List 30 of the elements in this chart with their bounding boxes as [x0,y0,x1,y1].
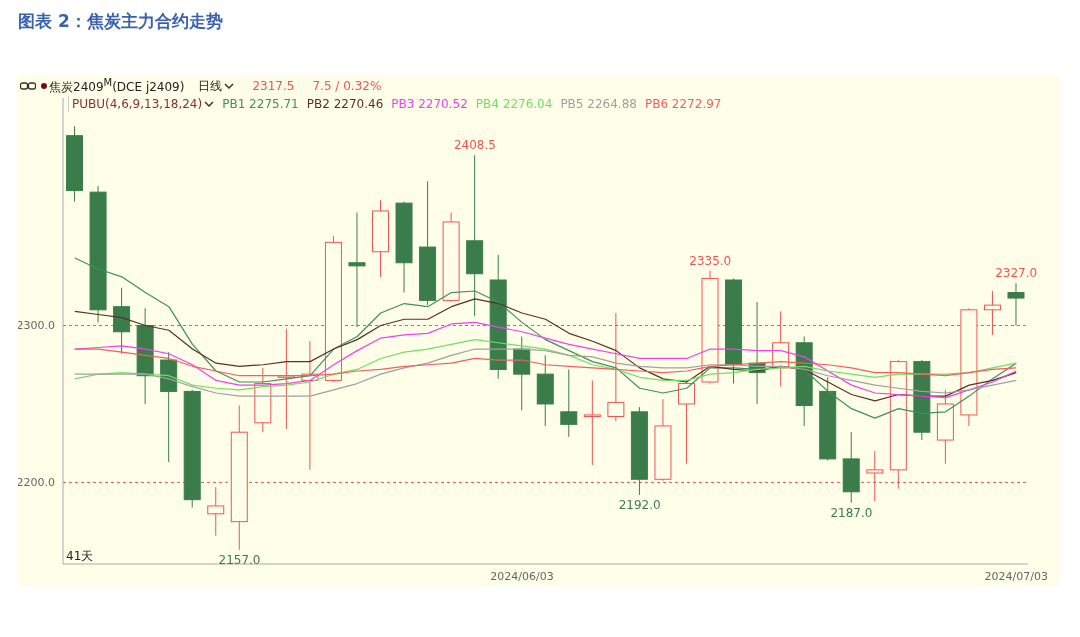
line-series [74,348,1017,397]
annotation: 41天 [66,548,94,565]
text: 日线 [198,77,224,95]
annotation: 2187.0 [830,506,873,521]
chart-subtitle: 焦炭2409$^{M}$(DCE j2409) [49,76,185,96]
y-tick-label: 2300.0 [16,319,55,333]
text: PB3 2270.52 [391,97,468,111]
y-tick-label: 2200.0 [16,476,55,490]
annotation: 2408.5 [453,138,496,153]
text: PB2 2270.46 [306,97,384,111]
legend-title: PUBU(4,6,9,13,18,24) [72,97,204,111]
text: PB5 2264.88 [560,97,637,111]
text: PB4 2276.04 [475,97,553,111]
text: 7.5 / 0.32% [312,79,382,93]
annotation: 2157.0 [218,553,261,568]
candlestick [348,212,366,328]
text: 2317.5 [252,79,295,93]
candlestick [560,368,578,438]
text: PB1 2275.71 [222,97,299,111]
annotation: 2335.0 [689,253,732,268]
x-tick-label: 2024/07/03 [984,569,1048,583]
x-tick-label: 2024/06/03 [490,569,554,583]
candlestick [583,379,601,466]
chart-title: 图表 2：焦炭主力合约走势 [18,10,223,33]
annotation: 2192.0 [618,498,661,513]
line-series [74,339,1017,391]
candlestick [207,486,225,537]
candlestick [1007,282,1025,327]
annotation: 2327.0 [995,266,1038,281]
text: PB6 2272.97 [644,97,722,111]
